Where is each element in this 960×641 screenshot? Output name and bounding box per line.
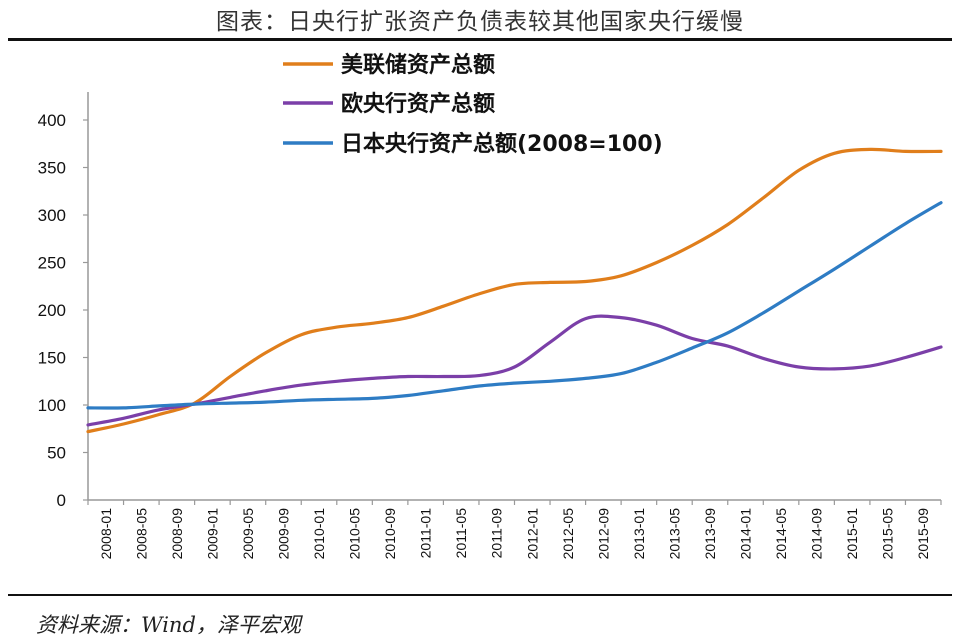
x-tick-label: 2013-01 <box>631 508 647 560</box>
y-tick-label: 400 <box>38 111 66 130</box>
x-axis-ticks: 2008-01 2008-05 2008-09 2009-01 2009-05 2009-… <box>87 500 942 560</box>
y-tick-label: 350 <box>38 159 66 178</box>
x-tick-label: 2012-01 <box>524 508 540 560</box>
x-tick-label: 2014-09 <box>809 508 825 560</box>
y-axis-ticks: 0 50 100 150 200 250 300 350 400 <box>38 111 88 510</box>
series-line-0 <box>86 147 943 434</box>
legend-label-2: 日本央行资产总额(2008=100) <box>341 131 663 157</box>
title-rule <box>8 38 952 41</box>
x-tick-label: 2008-09 <box>169 508 185 560</box>
x-tick-label: 2015-09 <box>915 508 931 560</box>
x-tick-label: 2008-05 <box>133 508 149 560</box>
x-tick-label: 2013-09 <box>702 508 718 560</box>
x-tick-label: 2014-01 <box>738 508 754 560</box>
x-tick-label: 2009-01 <box>204 508 220 560</box>
series-line-1 <box>86 314 943 427</box>
x-tick-label: 2009-09 <box>275 508 291 560</box>
x-tick-label: 2012-05 <box>560 508 576 560</box>
x-tick-label: 2008-01 <box>98 508 114 560</box>
legend-label-1: 欧央行资产总额 <box>341 91 495 117</box>
x-tick-label: 2015-05 <box>880 508 896 560</box>
legend-label-0: 美联储资产总额 <box>341 52 495 78</box>
source-note: 资料来源：Wind，泽平宏观 <box>36 613 301 637</box>
x-tick-label: 2013-05 <box>666 508 682 560</box>
source-rule <box>8 594 952 596</box>
y-tick-label: 50 <box>47 444 66 463</box>
series-line-2 <box>86 201 943 410</box>
x-tick-label: 2011-01 <box>418 508 434 559</box>
figure-title: 图表：日央行扩张资产负债表较其他国家央行缓慢 <box>216 9 744 35</box>
y-tick-label: 0 <box>57 491 66 510</box>
y-tick-label: 200 <box>38 301 66 320</box>
y-tick-label: 100 <box>38 396 66 415</box>
x-tick-label: 2010-05 <box>347 508 363 560</box>
x-tick-label: 2010-09 <box>382 508 398 560</box>
x-tick-label: 2009-05 <box>240 508 256 560</box>
y-tick-label: 300 <box>38 206 66 225</box>
x-tick-label: 2011-05 <box>453 508 469 559</box>
x-tick-label: 2014-05 <box>773 508 789 560</box>
x-tick-label: 2011-09 <box>489 508 505 559</box>
y-tick-label: 250 <box>38 254 66 273</box>
y-tick-label: 150 <box>38 349 66 368</box>
x-tick-label: 2015-01 <box>844 508 860 560</box>
x-tick-label: 2012-09 <box>595 508 611 560</box>
series-lines <box>86 147 943 434</box>
x-tick-label: 2010-01 <box>311 508 327 560</box>
